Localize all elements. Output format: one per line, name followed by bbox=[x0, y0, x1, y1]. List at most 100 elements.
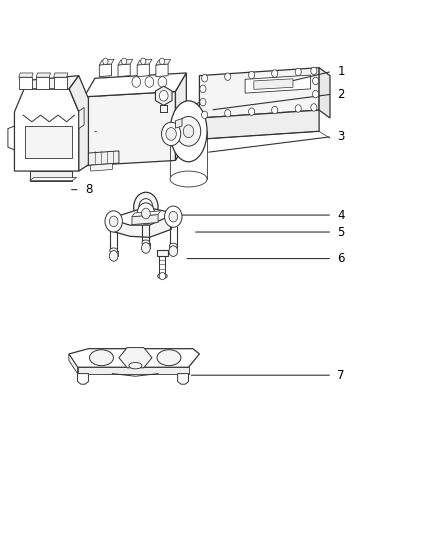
Text: 2: 2 bbox=[337, 87, 345, 101]
Polygon shape bbox=[36, 73, 50, 77]
Polygon shape bbox=[199, 110, 319, 139]
Circle shape bbox=[313, 91, 319, 98]
Circle shape bbox=[272, 107, 278, 114]
Circle shape bbox=[313, 77, 319, 85]
Polygon shape bbox=[178, 374, 188, 384]
Circle shape bbox=[159, 58, 165, 64]
Polygon shape bbox=[245, 75, 311, 93]
Polygon shape bbox=[254, 79, 293, 90]
Polygon shape bbox=[91, 164, 113, 171]
Text: 3: 3 bbox=[337, 130, 345, 143]
Circle shape bbox=[121, 58, 127, 64]
Ellipse shape bbox=[129, 362, 142, 369]
Circle shape bbox=[249, 108, 254, 115]
Circle shape bbox=[311, 67, 317, 75]
Ellipse shape bbox=[170, 171, 207, 187]
Circle shape bbox=[169, 212, 178, 222]
Polygon shape bbox=[99, 64, 112, 77]
Polygon shape bbox=[30, 171, 72, 181]
Polygon shape bbox=[53, 77, 67, 89]
Circle shape bbox=[225, 73, 231, 80]
Polygon shape bbox=[69, 76, 88, 171]
Polygon shape bbox=[319, 68, 330, 118]
Circle shape bbox=[200, 99, 206, 106]
Polygon shape bbox=[137, 64, 149, 77]
Polygon shape bbox=[19, 77, 32, 89]
Circle shape bbox=[145, 77, 154, 87]
Polygon shape bbox=[36, 77, 49, 89]
Circle shape bbox=[295, 105, 301, 112]
Circle shape bbox=[139, 199, 153, 216]
Circle shape bbox=[272, 70, 278, 77]
Circle shape bbox=[105, 211, 122, 232]
Polygon shape bbox=[155, 86, 172, 106]
Polygon shape bbox=[69, 354, 78, 374]
Circle shape bbox=[201, 75, 208, 82]
Polygon shape bbox=[156, 64, 168, 77]
Circle shape bbox=[141, 208, 150, 219]
Circle shape bbox=[103, 58, 108, 64]
Ellipse shape bbox=[170, 101, 207, 162]
Circle shape bbox=[200, 85, 206, 93]
Circle shape bbox=[158, 77, 167, 87]
Polygon shape bbox=[25, 126, 72, 158]
Text: 7: 7 bbox=[337, 369, 345, 382]
Ellipse shape bbox=[170, 243, 177, 248]
Polygon shape bbox=[132, 215, 158, 224]
Circle shape bbox=[295, 68, 301, 76]
Circle shape bbox=[132, 77, 141, 87]
Text: 5: 5 bbox=[337, 225, 345, 239]
Polygon shape bbox=[53, 73, 68, 77]
Circle shape bbox=[225, 110, 231, 117]
Polygon shape bbox=[30, 177, 77, 181]
Circle shape bbox=[249, 71, 254, 79]
Polygon shape bbox=[14, 89, 79, 171]
Polygon shape bbox=[99, 59, 114, 65]
Polygon shape bbox=[199, 68, 319, 118]
Polygon shape bbox=[19, 73, 33, 77]
Ellipse shape bbox=[157, 350, 181, 366]
Polygon shape bbox=[84, 92, 176, 166]
Polygon shape bbox=[132, 211, 161, 216]
Circle shape bbox=[159, 91, 168, 101]
Polygon shape bbox=[69, 349, 199, 367]
Text: 1: 1 bbox=[337, 65, 345, 78]
Polygon shape bbox=[78, 367, 188, 374]
Circle shape bbox=[134, 192, 158, 222]
Text: 4: 4 bbox=[337, 208, 345, 222]
Circle shape bbox=[110, 216, 118, 227]
Circle shape bbox=[311, 104, 317, 111]
Circle shape bbox=[110, 251, 118, 261]
Circle shape bbox=[165, 206, 182, 227]
Circle shape bbox=[159, 272, 166, 280]
Circle shape bbox=[141, 58, 146, 64]
Polygon shape bbox=[79, 108, 84, 128]
Polygon shape bbox=[191, 102, 199, 126]
Polygon shape bbox=[119, 348, 152, 368]
Circle shape bbox=[184, 125, 194, 138]
Ellipse shape bbox=[89, 350, 113, 366]
Polygon shape bbox=[184, 108, 191, 128]
Circle shape bbox=[169, 246, 178, 256]
Polygon shape bbox=[176, 73, 186, 160]
Ellipse shape bbox=[110, 248, 117, 253]
Polygon shape bbox=[110, 207, 176, 225]
Circle shape bbox=[177, 116, 201, 146]
Ellipse shape bbox=[158, 273, 167, 279]
Polygon shape bbox=[157, 249, 168, 256]
Circle shape bbox=[166, 127, 177, 140]
Polygon shape bbox=[118, 64, 130, 77]
Polygon shape bbox=[78, 374, 88, 384]
Circle shape bbox=[162, 122, 181, 146]
Polygon shape bbox=[156, 59, 171, 65]
Circle shape bbox=[141, 243, 150, 253]
Ellipse shape bbox=[142, 240, 150, 245]
Polygon shape bbox=[176, 118, 182, 128]
Circle shape bbox=[201, 111, 208, 118]
Text: 8: 8 bbox=[85, 183, 92, 196]
Text: 6: 6 bbox=[337, 252, 345, 265]
Polygon shape bbox=[137, 59, 152, 65]
Polygon shape bbox=[22, 76, 79, 89]
Polygon shape bbox=[118, 59, 133, 65]
Polygon shape bbox=[88, 151, 119, 165]
